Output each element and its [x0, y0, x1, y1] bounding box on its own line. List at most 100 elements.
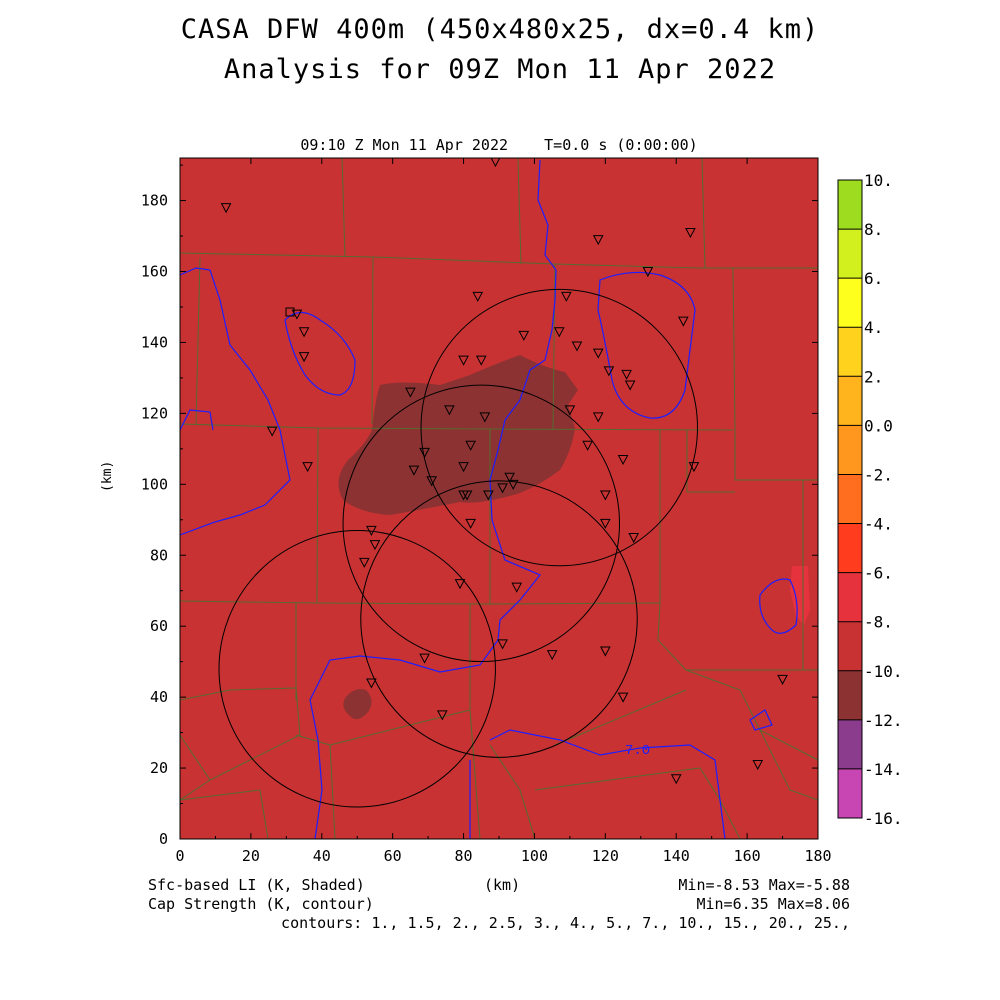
- colorbar-segment: [838, 376, 862, 426]
- colorbar-label: -14.: [864, 760, 903, 779]
- station-marker: [571, 341, 583, 352]
- radar-ring-4: [360, 480, 638, 758]
- y-tick-label: 40: [150, 688, 168, 706]
- x-tick-label: 20: [242, 847, 260, 865]
- station-marker: [419, 653, 430, 664]
- station-marker: [507, 479, 519, 490]
- station-marker: [426, 476, 437, 487]
- station-marker: [511, 582, 523, 593]
- radar-ring-3: [218, 530, 496, 808]
- colorbar-segment: [838, 768, 862, 818]
- y-axis-label: (km): [100, 460, 115, 492]
- station-marker: [600, 518, 611, 529]
- station-marker: [465, 440, 476, 451]
- colorbar-segment: [838, 180, 862, 230]
- y-tick-label: 80: [150, 546, 168, 564]
- colorbar-segment: [838, 572, 862, 622]
- station-marker: [592, 412, 604, 423]
- station-marker: [600, 646, 611, 657]
- colorbar-segment: [838, 278, 862, 328]
- radar-site-marker: [285, 307, 295, 317]
- station-marker: [298, 352, 310, 363]
- station-marker: [405, 387, 416, 398]
- station-marker: [677, 316, 689, 327]
- station-marker: [688, 462, 700, 473]
- x-tick-label: 100: [521, 847, 548, 865]
- y-axis: 0 20 40 60 80 100 120 140 160 180: [141, 164, 818, 848]
- station-marker: [291, 309, 303, 320]
- y-tick-label: 120: [141, 404, 168, 422]
- colorbar-label: 2.: [864, 367, 883, 386]
- x-tick-label: 140: [663, 847, 690, 865]
- valid-time-subtitle: 09:10 Z Mon 11 Apr 2022 T=0.0 s (0:00:00…: [300, 136, 698, 154]
- county-boundaries: [180, 158, 818, 839]
- x-tick-label: 40: [313, 847, 331, 865]
- y-tick-label: 0: [159, 830, 168, 848]
- station-marker: [497, 483, 508, 494]
- station-marker: [518, 330, 530, 341]
- station-marker: [358, 557, 370, 568]
- chart-title-line1: CASA DFW 400m (450x480x25, dx=0.4 km): [180, 14, 820, 45]
- station-marker: [617, 454, 629, 466]
- x-tick-label: 120: [592, 847, 619, 865]
- radar-ring-2: [342, 384, 621, 663]
- station-marker: [465, 518, 476, 529]
- y-tick-label: 140: [141, 333, 168, 351]
- station-marker: [302, 462, 313, 473]
- colorbar-label: -16.: [864, 809, 903, 828]
- station-marker: [592, 348, 604, 359]
- station-marker: [621, 369, 632, 380]
- x-tick-label: 160: [734, 847, 761, 865]
- station-marker: [490, 158, 501, 168]
- contour-field-legend: Cap Strength (K, contour): [148, 895, 374, 913]
- li-higher-spot: [790, 566, 810, 625]
- colorbar-segment: [838, 229, 862, 279]
- station-marker: [479, 412, 491, 423]
- contour-levels: contours: 1., 1.5, 2., 2.5, 3., 4., 5., …: [281, 914, 850, 932]
- colorbar-segment: [838, 327, 862, 377]
- station-marker: [458, 355, 469, 366]
- station-marker: [752, 760, 764, 771]
- y-tick-label: 60: [150, 617, 168, 635]
- station-marker: [461, 490, 473, 501]
- station-marker: [483, 490, 494, 501]
- station-marker: [266, 426, 278, 437]
- chart-title-line2: Analysis for 09Z Mon 11 Apr 2022: [223, 54, 777, 85]
- colorbar-segment: [838, 719, 862, 769]
- station-marker: [475, 355, 487, 366]
- station-marker: [472, 291, 484, 302]
- station-marker: [298, 327, 310, 338]
- colorbar-label: -6.: [864, 564, 893, 583]
- colorbar-label: 8.: [864, 220, 883, 239]
- colorbar: 10. 8. 6. 4. 2. 0.0 -2. -4. -6. -8. -10. -12. -14. -1…: [837, 171, 903, 828]
- station-marker: [444, 405, 455, 416]
- radar-range-rings: [218, 288, 698, 808]
- station-marker: [366, 525, 377, 536]
- shaded-field-legend: Sfc-based LI (K, Shaded): [148, 876, 365, 894]
- station-marker: [582, 440, 593, 451]
- colorbar-label: 4.: [864, 318, 883, 337]
- x-axis: 0 20 40 60 80 100 120 140 160 180: [175, 158, 832, 865]
- x-tick-label: 60: [384, 847, 402, 865]
- station-marker: [592, 235, 604, 246]
- x-tick-label: 0: [175, 847, 184, 865]
- colorbar-segment: [838, 523, 862, 573]
- station-marker: [369, 540, 381, 551]
- x-axis-label: (km): [484, 876, 521, 894]
- x-tick-label: 80: [455, 847, 473, 865]
- station-marker: [220, 203, 232, 214]
- station-marker: [777, 674, 788, 685]
- shaded-field-stats: Min=-8.53 Max=-5.88: [678, 876, 850, 894]
- y-tick-label: 160: [141, 263, 168, 281]
- station-marker: [553, 327, 565, 338]
- contour-label: 7.0: [625, 743, 650, 759]
- station-marker: [624, 380, 636, 391]
- station-marker: [497, 639, 508, 650]
- station-marker: [685, 227, 696, 239]
- station-marker: [564, 405, 576, 416]
- y-tick-label: 20: [150, 759, 168, 777]
- colorbar-label: -2.: [864, 465, 893, 484]
- station-marker: [628, 533, 640, 544]
- colorbar-label: -12.: [864, 711, 903, 730]
